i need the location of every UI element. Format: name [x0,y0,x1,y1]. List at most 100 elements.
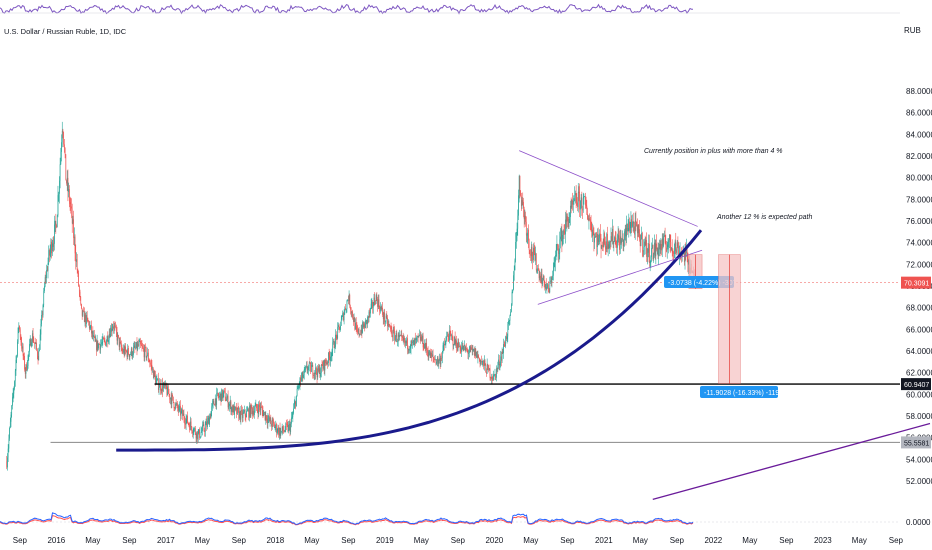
candle-body [535,253,537,271]
candle-body [56,225,57,228]
candle-body [311,366,312,372]
candle-body [134,345,136,348]
candle-body [456,348,458,351]
candle-body [453,345,455,346]
candle-body [580,197,582,201]
candle-body [524,215,526,220]
candle-body [118,337,120,347]
candle-body [441,357,442,359]
candle-body [503,344,505,346]
candle-body [329,356,331,362]
candle-body [155,375,156,384]
candle-body [446,335,448,337]
candle-body [508,321,509,325]
candle-body [466,349,468,351]
candle-body [195,433,197,439]
candle-body [431,352,432,356]
candle-body [424,343,425,349]
candle-body [382,307,383,315]
candle-body [644,241,645,247]
candle-body [555,254,556,262]
candle-body [308,362,310,367]
candle-body [614,237,616,238]
candle-body [162,383,163,392]
candle-body [398,334,400,337]
candle-body [399,335,400,337]
candle-body [507,324,509,337]
price-axis[interactable]: RUB 88.0000 86.0000 84.0000 82.0000 80.0000 7… [901,26,932,486]
candle-body [331,350,333,357]
candle-body [271,419,273,427]
candle-body [455,340,457,345]
candle-body [123,348,124,353]
candle-body [62,130,64,133]
candle-body [417,335,419,337]
annotation-text-2: Another 12 % is expected path [716,214,812,221]
candle-body [359,333,361,335]
candle-body [500,356,502,365]
candle-body [397,341,398,342]
candle-body [88,322,90,329]
candle-body [160,390,162,392]
x-tick-label: 2018 [266,536,284,545]
candle-body [564,232,566,235]
candle-body [198,429,200,434]
candle-body [118,335,119,338]
candle-body [150,363,151,365]
candle-body [11,405,13,415]
candle-body [513,270,515,276]
candle-body [355,322,357,327]
candle-body [368,311,370,318]
candle-body [590,222,592,231]
candle-body [639,238,641,247]
candle-body [141,345,143,347]
main-pane: -3.0738 (-4.22%) -30738 -11.9028 (-16.33%… [0,121,931,500]
candle-body [106,336,108,342]
candle-body [648,243,650,253]
candle-body [103,339,105,340]
candle-body [8,438,10,449]
candle-body [12,396,13,406]
time-axis[interactable]: Sep 2016 May Sep 2017 May Sep 2018 May Sep 2019 May… [13,536,904,545]
candle-body [596,237,598,248]
candle-body [339,326,341,330]
candle-body [534,252,536,261]
candle-body [347,300,349,301]
candle-body [617,239,618,248]
candle-body [237,407,239,410]
candle-body [579,193,581,210]
candle-body [202,424,204,426]
candle-body [412,340,414,343]
candle-body [28,351,30,356]
candle-body [346,300,348,309]
candle-body [216,392,218,405]
candle-body [179,405,181,407]
candle-body [547,284,549,287]
candle-body [616,246,618,248]
candle-body [334,347,336,348]
candle-body [221,389,223,402]
candle-body [478,358,480,359]
candle-body [60,151,62,165]
candle-body [155,380,157,384]
candle-body [578,191,580,194]
candle-body [327,362,329,363]
candle-body [250,405,252,417]
candle-body [530,254,531,256]
candle-body [275,423,277,427]
candle-body [167,386,168,395]
candle-body [490,378,492,379]
candle-body [333,340,334,343]
candle-body [172,394,173,397]
candle-body [464,344,465,346]
candle-body [29,339,31,345]
candle-body [458,341,460,348]
candle-body [634,226,635,235]
candle-body [575,193,577,202]
candle-body [158,387,160,390]
chart-title: U.S. Dollar / Russian Ruble, 1D, IDC [4,27,127,36]
candle-body [154,371,156,376]
candle-body [259,406,261,411]
y-tick-label: 74.0000 [906,239,932,248]
